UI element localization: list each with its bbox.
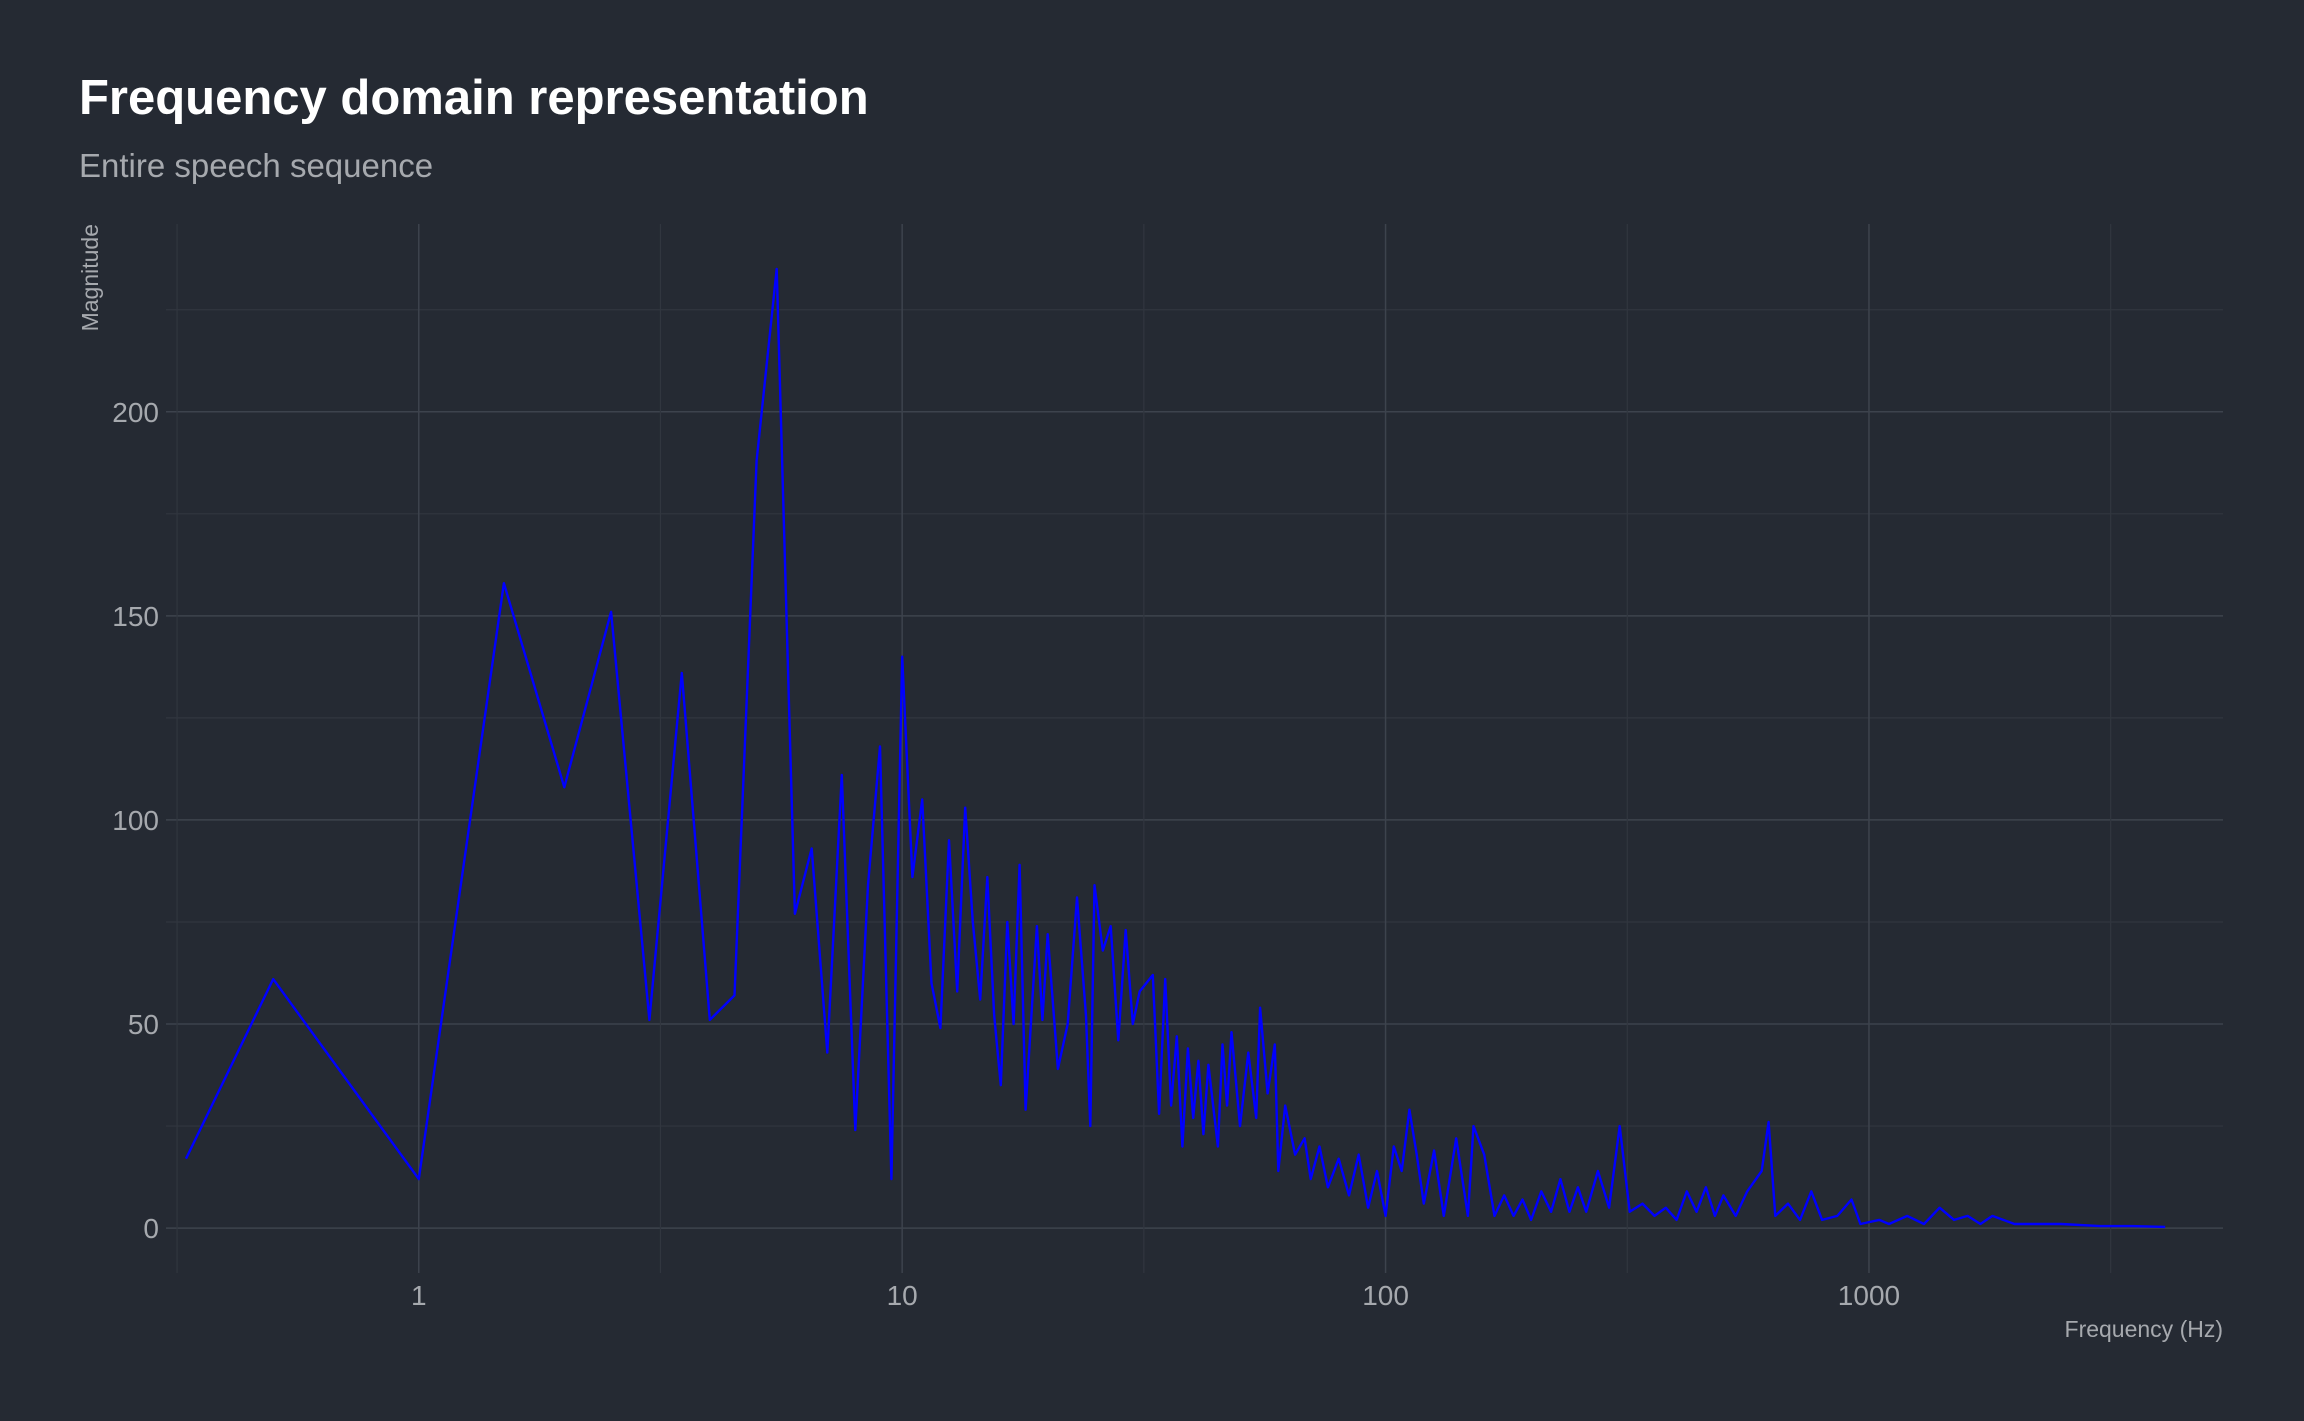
grid-layer [166,224,2223,1273]
x-axis-title: Frequency (Hz) [2065,1316,2223,1342]
chart-subtitle: Entire speech sequence [79,147,434,184]
x-tick-label: 1000 [1838,1280,1900,1311]
y-tick-label: 0 [143,1213,159,1244]
x-tick-label: 10 [887,1280,918,1311]
y-tick-label: 50 [128,1009,159,1040]
y-axis-title: Magnitude [77,224,103,331]
chart-title: Frequency domain representation [79,71,869,125]
series-layer [184,267,2166,1229]
y-tick-label: 150 [112,601,159,632]
x-tick-label: 1 [411,1280,427,1311]
series-line [184,267,2166,1229]
tick-layer: 0 50 100 150 200 1 10 100 1000 [112,397,1900,1311]
x-tick-label: 100 [1362,1280,1409,1311]
y-tick-label: 100 [112,805,159,836]
y-tick-label: 200 [112,397,159,428]
